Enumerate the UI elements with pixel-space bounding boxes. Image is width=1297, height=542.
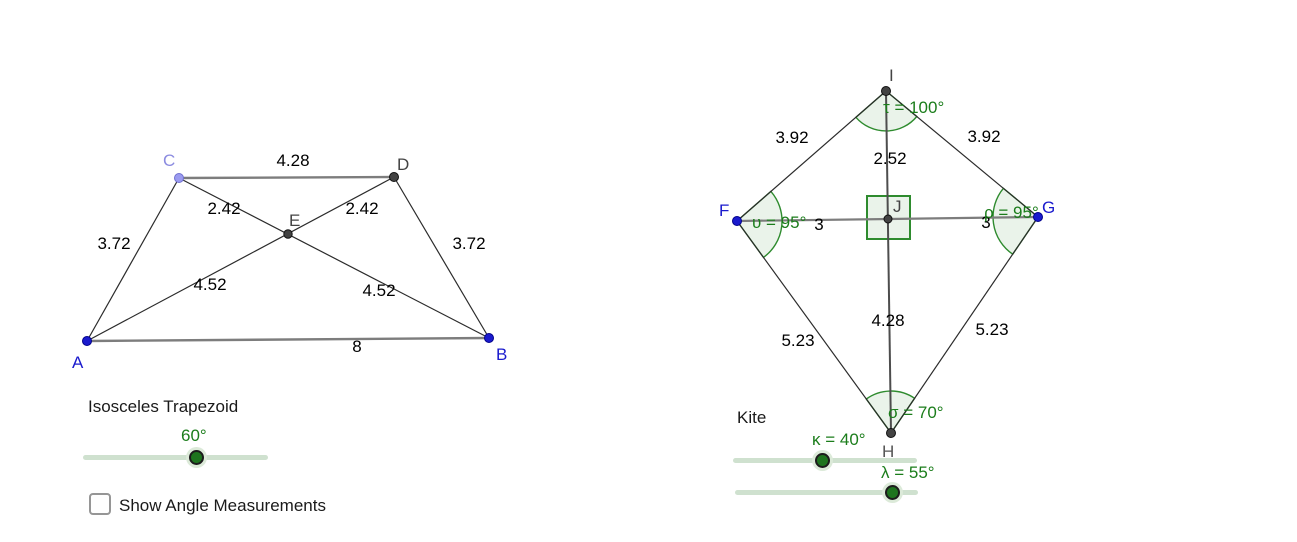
kite-diagonal-ih [885, 90, 892, 434]
trapezoid-title: Isosceles Trapezoid [88, 397, 239, 416]
trapezoid-slider-thumb[interactable] [189, 450, 204, 465]
vertex-label-f: F [719, 201, 729, 220]
kite-edge-ig [885, 90, 1039, 218]
segment-label-jh: 4.28 [871, 311, 904, 330]
kite-edge-gh [890, 216, 1039, 434]
trapezoid-figure: A B C D E 4.28 8 3.72 3.72 2.42 2.42 4.5… [72, 151, 507, 372]
segment-label-jg: 3 [981, 213, 990, 232]
trapezoid-edge-ac [86, 177, 180, 342]
angle-arc-g [992, 187, 1039, 256]
segment-label-jf: 3 [814, 215, 823, 234]
point-g[interactable] [1033, 212, 1043, 222]
point-c[interactable] [174, 173, 184, 183]
vertex-label-b: B [496, 345, 507, 364]
point-a[interactable] [82, 336, 92, 346]
angle-label-g: ρ = 95° [984, 203, 1039, 222]
trapezoid-edge-cd [178, 175, 395, 180]
trapezoid-diagonal-ad [86, 176, 395, 342]
trapezoid-edge-ab [86, 336, 490, 343]
show-angles-label: Show Angle Measurements [119, 496, 326, 515]
side-label-ig: 3.92 [967, 127, 1000, 146]
side-label-fh: 5.23 [781, 331, 814, 350]
segment-label-ed: 2.42 [345, 199, 378, 218]
kite-edge-fh [736, 220, 892, 434]
point-f[interactable] [732, 216, 742, 226]
show-angles-checkbox[interactable] [89, 493, 111, 515]
side-label-ac: 3.72 [97, 234, 130, 253]
kite-title: Kite [737, 408, 767, 427]
point-d [389, 172, 399, 182]
kite-figure: I F G H J 3.92 3.92 5.23 5.23 2.52 3 3 4… [719, 66, 1055, 461]
vertex-label-h: H [882, 442, 894, 461]
side-label-cd: 4.28 [276, 151, 309, 170]
segment-label-ij: 2.52 [873, 149, 906, 168]
point-i [881, 86, 891, 96]
trapezoid-slider-track[interactable] [83, 455, 268, 460]
side-label-ab: 8 [352, 337, 361, 356]
angle-label-i: τ = 100° [883, 98, 944, 117]
segment-label-ce: 2.42 [207, 199, 240, 218]
side-label-db: 3.72 [452, 234, 485, 253]
vertex-label-j: J [893, 197, 902, 216]
vertex-label-g: G [1042, 198, 1055, 217]
trapezoid-edge-db [393, 176, 490, 339]
kappa-slider-value: κ = 40° [812, 430, 866, 449]
point-e [283, 229, 293, 239]
side-label-if: 3.92 [775, 128, 808, 147]
lambda-slider-thumb[interactable] [885, 485, 900, 500]
lambda-slider-track[interactable] [735, 490, 918, 495]
trapezoid-diagonal-cb [178, 177, 490, 339]
point-j [883, 214, 893, 224]
segment-label-ae: 4.52 [193, 275, 226, 294]
angle-label-f: υ = 95° [752, 213, 806, 232]
angle-label-h: σ = 70° [888, 403, 944, 422]
vertex-label-e: E [289, 211, 300, 230]
point-b[interactable] [484, 333, 494, 343]
lambda-slider-value: λ = 55° [881, 463, 935, 482]
angle-arc-f [736, 190, 783, 259]
kappa-slider-thumb[interactable] [815, 453, 830, 468]
vertex-label-c: C [163, 151, 175, 170]
side-label-gh: 5.23 [975, 320, 1008, 339]
segment-label-eb: 4.52 [362, 281, 395, 300]
vertex-label-d: D [397, 155, 409, 174]
kite-edge-if [736, 90, 887, 222]
point-h [886, 428, 896, 438]
trapezoid-slider-value: 60° [181, 426, 207, 445]
vertex-label-a: A [72, 353, 84, 372]
vertex-label-i: I [889, 66, 894, 85]
